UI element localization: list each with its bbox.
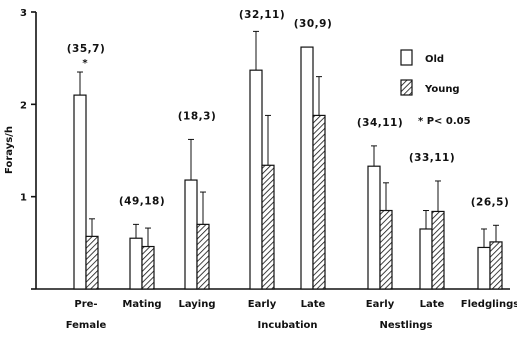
bar-young — [431, 210, 445, 290]
legend-label-old: Old — [425, 54, 444, 65]
x-group-label: Nestlings — [380, 320, 433, 331]
bar-old — [300, 46, 314, 290]
bars — [73, 46, 503, 290]
sample-size-label: (30,9) — [294, 18, 333, 30]
x-tick-label: Fledglings — [461, 299, 517, 310]
y-tick-label: 1 — [20, 193, 27, 204]
x-tick-label: Pre- — [74, 299, 97, 310]
y-tick-label: 2 — [20, 100, 27, 111]
x-tick-label: Laying — [178, 299, 215, 310]
bar-old — [249, 69, 263, 290]
bar-young — [141, 245, 155, 290]
legend-swatch-old — [400, 49, 413, 66]
x-tick-label: Early — [248, 299, 277, 310]
y-tick-label: 3 — [20, 8, 27, 19]
y-ticks: 1 2 3 — [20, 8, 36, 290]
sample-size-label: (32,11) — [239, 9, 285, 21]
sample-size-label: (26,5) — [471, 196, 510, 208]
legend-swatch-young — [400, 79, 413, 96]
significance-marker: * — [82, 58, 88, 69]
legend: Old Young * P< 0.05 — [400, 49, 471, 127]
x-tick-label: Early — [366, 299, 395, 310]
sample-size-label: (18,3) — [178, 110, 217, 122]
x-tick-label: Late — [301, 299, 326, 310]
x-category-labels: Pre- Female Mating Laying Early Late Early Late… — [66, 299, 517, 331]
sample-size-label: (33,11) — [409, 152, 455, 164]
sample-size-label: (35,7) — [67, 43, 106, 55]
significance-note: * P< 0.05 — [418, 116, 471, 127]
bar-old — [477, 246, 491, 290]
bar-young — [489, 241, 503, 290]
sample-size-label: (49,18) — [119, 195, 165, 207]
bar-old — [184, 179, 198, 290]
sample-size-labels: (35,7) (49,18) (18,3) (32,11) (30,9) (34,11) (… — [67, 9, 510, 208]
bar-old — [73, 94, 87, 290]
x-group-labels: Incubation Nestlings — [258, 320, 433, 331]
bar-old — [129, 237, 143, 290]
bar-old — [419, 228, 433, 290]
bar-young — [261, 164, 275, 290]
sample-size-label: (34,11) — [357, 117, 403, 129]
bar-young — [85, 235, 99, 290]
bar-old — [367, 165, 381, 290]
x-group-label: Incubation — [258, 320, 318, 331]
legend-label-young: Young — [424, 84, 460, 95]
x-tick-label: Late — [420, 299, 445, 310]
x-tick-label: Mating — [122, 299, 161, 310]
bar-young — [379, 209, 393, 290]
bar-young — [196, 223, 210, 290]
x-tick-label: Female — [66, 320, 107, 331]
bar-young — [312, 114, 326, 290]
y-axis-label: Forays/h — [4, 126, 15, 174]
error-bars — [77, 30, 499, 248]
